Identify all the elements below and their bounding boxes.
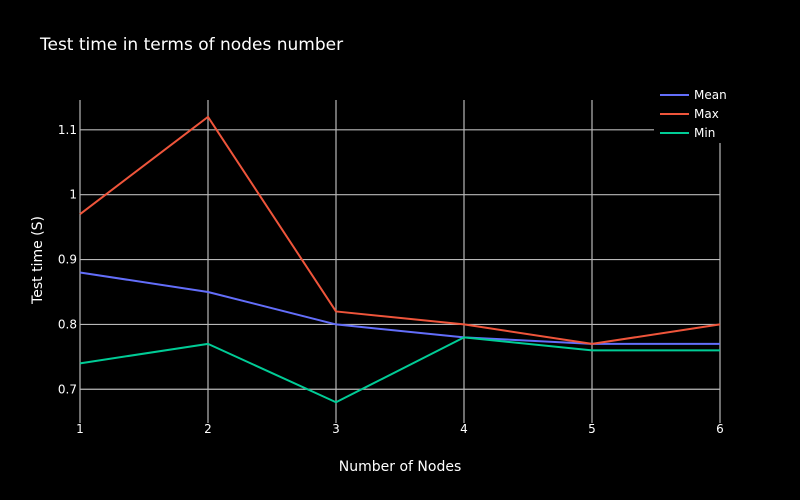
series-line-max[interactable] [79,115,721,345]
y-tick-label: 1.1 [58,123,77,137]
x-tick-label: 3 [332,422,340,436]
axis-ticks: 0.7 0.8 0.9 1 1.1 1 2 3 4 5 6 [58,123,724,436]
legend-label: Min [694,126,715,140]
legend-label: Mean [694,88,727,102]
y-tick-label: 0.9 [58,253,77,267]
x-tick-label: 5 [588,422,596,436]
legend-item-mean[interactable]: Mean [660,88,727,102]
legend-item-max[interactable]: Max [660,107,719,121]
series-line-min[interactable] [79,336,720,404]
series-line-mean[interactable] [79,271,720,345]
grid [79,100,721,423]
y-tick-label: 1 [69,188,77,202]
y-tick-label: 0.7 [58,382,77,396]
x-axis-title: Number of Nodes [339,459,461,475]
y-tick-label: 0.8 [58,317,77,331]
x-tick-label: 6 [716,422,724,436]
series-lines [79,115,721,404]
legend[interactable]: Mean Max Min [654,85,728,143]
x-tick-label: 4 [460,422,468,436]
chart-title: Test time in terms of nodes number [39,35,343,55]
x-tick-label: 2 [204,422,212,436]
y-axis-title: Test time (S) [30,216,46,305]
legend-item-min[interactable]: Min [660,126,715,140]
legend-label: Max [694,107,719,121]
x-tick-label: 1 [76,422,84,436]
